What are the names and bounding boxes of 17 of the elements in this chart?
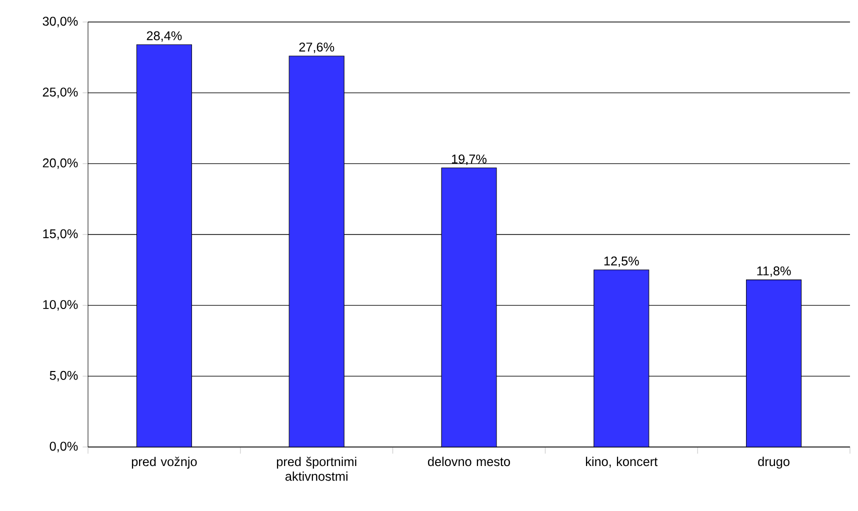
y-tick-label: 25,0% bbox=[42, 88, 78, 98]
y-tick-label: 10,0% bbox=[43, 300, 78, 311]
y-tick-label: 20,0% bbox=[42, 158, 78, 169]
x-tick-label: pred športnimi aktivnostmi bbox=[276, 456, 356, 481]
y-tick-label: 30,0% bbox=[42, 16, 78, 28]
data-label: 27,6% bbox=[299, 42, 334, 54]
y-tick-label: 15,0% bbox=[43, 229, 78, 240]
y-tick-label: 0,0% bbox=[50, 442, 78, 452]
x-tick-label: pred vožnjo bbox=[132, 456, 197, 469]
data-label: 28,4% bbox=[146, 31, 182, 42]
data-label: 11,8% bbox=[757, 266, 791, 277]
x-tick-label: drugo bbox=[758, 456, 790, 469]
y-tick-label: 5,0% bbox=[50, 370, 78, 382]
data-label: 12,5% bbox=[604, 256, 639, 267]
x-tick-label: kino, koncert bbox=[586, 456, 658, 468]
x-tick-label: delovno mesto bbox=[428, 456, 510, 466]
data-label: 19,7% bbox=[452, 154, 486, 165]
